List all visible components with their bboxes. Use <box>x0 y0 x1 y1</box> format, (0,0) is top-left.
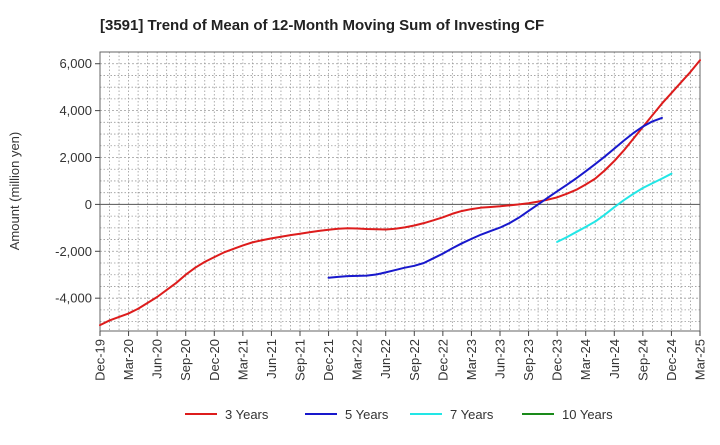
x-tick-label: Sep-22 <box>407 339 422 381</box>
y-tick-label: -4,000 <box>55 291 92 306</box>
chart-title: [3591] Trend of Mean of 12-Month Moving … <box>100 17 544 34</box>
x-tick-label: Sep-24 <box>635 339 650 381</box>
y-axis-label: Amount (million yen) <box>7 132 22 251</box>
y-tick-label: -2,000 <box>55 244 92 259</box>
x-tick-label: Jun-22 <box>378 339 393 379</box>
x-tick-label: Dec-23 <box>550 339 565 381</box>
x-tick-label: Dec-20 <box>207 339 222 381</box>
x-tick-label: Dec-24 <box>664 339 679 381</box>
x-tick-label: Dec-19 <box>93 339 108 381</box>
series-lines <box>99 59 701 327</box>
x-tick-label: Mar-23 <box>464 339 479 380</box>
x-tick-label: Jun-21 <box>264 339 279 379</box>
x-tick-label: Mar-22 <box>350 339 365 380</box>
series-line-5-years <box>327 116 663 279</box>
plot-frame <box>99 51 701 332</box>
x-tick-label: Mar-20 <box>121 339 136 380</box>
x-tick-label: Sep-21 <box>293 339 308 381</box>
y-tick-label: 6,000 <box>59 56 92 71</box>
x-tick-label: Jun-23 <box>493 339 508 379</box>
y-tick-label: 4,000 <box>59 103 92 118</box>
legend: 3 Years 5 Years 7 Years 10 Years <box>185 407 613 422</box>
series-line-7-years <box>556 172 673 243</box>
x-tick-label: Dec-21 <box>321 339 336 381</box>
legend-label-7-years: 7 Years <box>450 407 494 422</box>
grid-lines <box>99 52 701 331</box>
x-tick-label: Mar-25 <box>693 339 708 380</box>
legend-label-5-years: 5 Years <box>345 407 389 422</box>
x-tick-label: Jun-20 <box>150 339 165 379</box>
y-tick-label: 0 <box>85 197 92 212</box>
x-tick-label: Dec-22 <box>435 339 450 381</box>
axes: -4,000 -2,000 0 2,000 4,000 6,000 Dec-19 Mar-20… <box>55 51 708 381</box>
legend-label-10-years: 10 Years <box>562 407 613 422</box>
x-tick-label: Sep-23 <box>521 339 536 381</box>
x-tick-label: Jun-24 <box>607 339 622 379</box>
x-tick-label: Mar-24 <box>578 339 593 380</box>
y-tick-label: 2,000 <box>59 150 92 165</box>
x-tick-label: Mar-21 <box>235 339 250 380</box>
series-line-3-years <box>99 59 701 327</box>
legend-label-3-years: 3 Years <box>225 407 269 422</box>
x-tick-label: Sep-20 <box>178 339 193 381</box>
